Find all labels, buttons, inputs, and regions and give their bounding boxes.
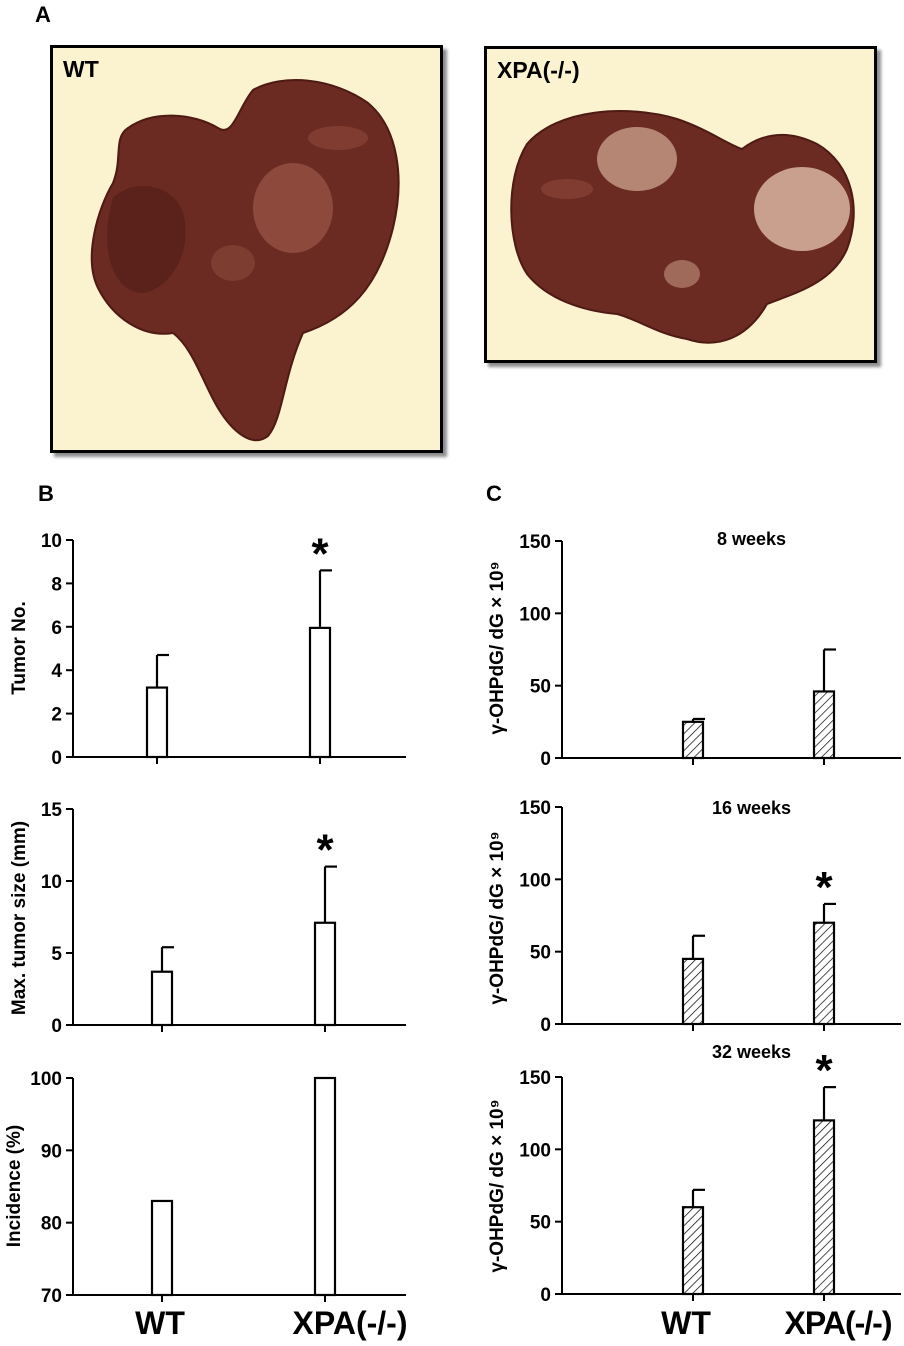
y-axis-label: γ-OHPdG/ dG × 10⁹ [487,1099,508,1272]
chart-2: 0 5 10 15 Max. tumor size (mm) * [9,800,406,1037]
y-axis-label: Incidence (%) [4,1125,25,1247]
y-tick-label: 4 [51,661,62,682]
wt-liver-highlight [308,126,368,150]
significance-star: * [311,529,329,578]
y-tick-label: 100 [30,1069,62,1090]
y-axis-label: γ-OHPdG/ dG × 10⁹ [487,561,508,734]
y-tick-label: 100 [519,1140,551,1161]
y-tick-label: 80 [41,1214,62,1235]
xpa-liver-highlight [541,179,593,199]
chart-title: 16 weeks [712,798,791,818]
x-label-xpa-b: XPA(-/-) [292,1305,408,1341]
bar-wt [681,1206,705,1296]
xpa-tumor-top [597,127,677,191]
y-tick-label: 150 [519,798,551,819]
y-tick-label: 0 [540,749,551,770]
bar-xpa [308,626,332,759]
y-tick-label: 10 [41,531,62,552]
bar-wt [145,686,169,759]
x-label-wt-b: WT [135,1305,185,1341]
bar-wt [150,1199,174,1297]
bar-xpa [812,1119,836,1296]
wt-tumor-nodule-small [211,245,255,281]
y-axis-label: γ-OHPdG/ dG × 10⁹ [487,831,508,1004]
panel-label-b: B [38,481,54,506]
xpa-liver-photo: XPA(-/-) [484,46,877,363]
significance-star: * [316,826,334,875]
bar-xpa [812,690,836,760]
bar-xpa [812,921,836,1026]
y-tick-label: 10 [41,872,62,893]
bar-wt [150,970,174,1027]
chart-title: 8 weeks [717,529,786,549]
chart-5: 0 50 100 150 γ-OHPdG/ dG × 10⁹ 16 weeks * [487,798,901,1036]
bar-xpa [313,1076,337,1297]
xpa-photo-label: XPA(-/-) [497,57,580,83]
wt-liver-image [90,79,400,442]
xpa-liver-shape [510,110,855,344]
y-tick-label: 5 [51,944,62,965]
bar-xpa [313,921,337,1027]
y-tick-label: 100 [519,604,551,625]
wt-tumor-nodule [253,163,333,253]
bar-wt [681,957,705,1026]
y-tick-label: 50 [530,1213,551,1234]
y-axis-label: Tumor No. [9,601,30,695]
chart-6: 0 50 100 150 γ-OHPdG/ dG × 10⁹ 32 weeks * [487,1042,901,1306]
y-tick-label: 0 [540,1285,551,1306]
y-tick-label: 0 [51,748,62,769]
x-label-xpa-c: XPA(-/-) [784,1305,893,1341]
chart-title: 32 weeks [712,1042,791,1062]
y-tick-label: 50 [530,943,551,964]
y-tick-label: 50 [530,677,551,698]
chart-3: 70 80 90 100 Incidence (%) [4,1069,406,1307]
significance-star: * [815,863,833,912]
y-tick-label: 90 [41,1141,62,1162]
y-tick-label: 0 [540,1015,551,1036]
xpa-tumor-small [664,260,700,288]
y-tick-label: 70 [41,1286,62,1307]
xpa-tumor-large [754,167,850,251]
y-axis-label: Max. tumor size (mm) [9,821,30,1015]
wt-photo-label: WT [63,56,99,82]
significance-star: * [815,1046,833,1095]
y-tick-label: 150 [519,532,551,553]
y-tick-label: 2 [51,705,62,726]
y-tick-label: 6 [51,618,62,639]
y-tick-label: 150 [519,1068,551,1089]
xpa-liver-image [510,110,855,344]
panel-label-a: A [35,2,51,27]
y-tick-label: 0 [51,1016,62,1037]
chart-4: 0 50 100 150 γ-OHPdG/ dG × 10⁹ 8 weeks [487,529,901,770]
panel-label-c: C [486,481,502,506]
y-tick-label: 8 [51,574,62,595]
y-tick-label: 100 [519,870,551,891]
bar-wt [681,720,705,760]
chart-1: 0 2 4 6 8 10 Tumor No. * [9,529,406,769]
wt-liver-lobe [107,186,186,293]
x-label-wt-c: WT [661,1305,711,1341]
y-tick-label: 15 [41,800,63,821]
wt-liver-photo: WT [50,45,443,453]
